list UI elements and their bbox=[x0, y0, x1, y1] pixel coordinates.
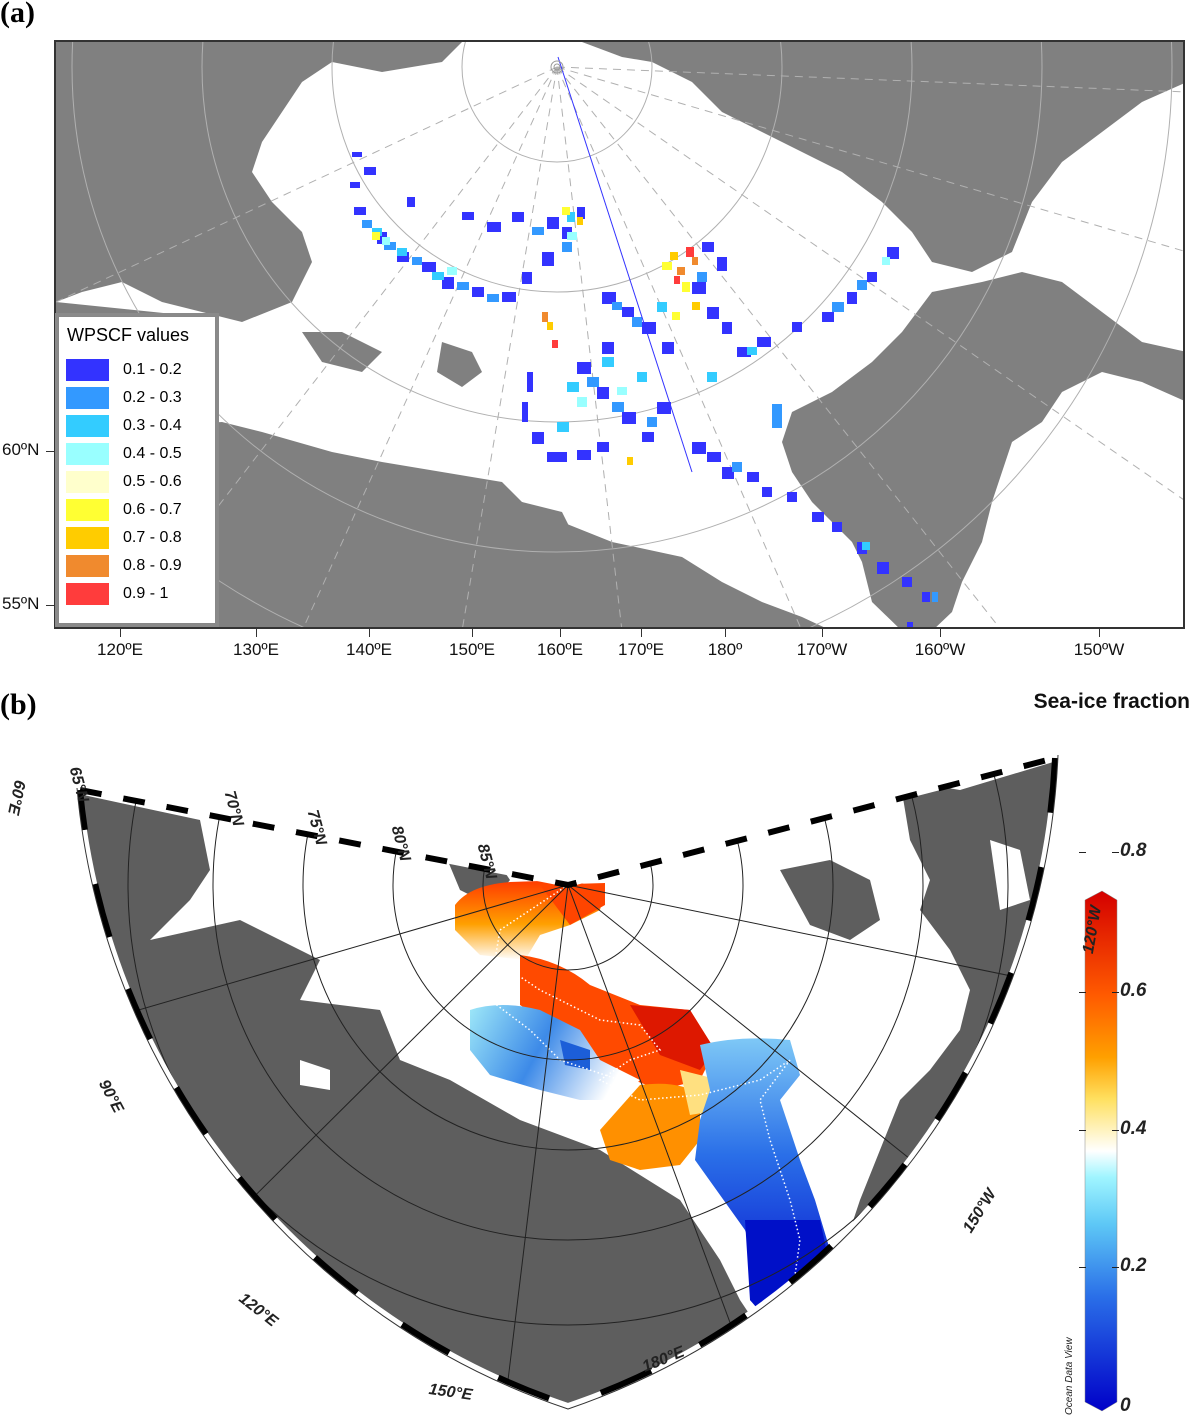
panel-a: (a) bbox=[0, 0, 1200, 690]
y-tick-60n: 60ºN bbox=[2, 440, 40, 459]
x-tick-mark bbox=[822, 629, 823, 637]
map-frame-border bbox=[76, 754, 1059, 1410]
legend-swatch bbox=[66, 387, 109, 409]
legend-item-label: 0.7 - 0.8 bbox=[123, 529, 182, 546]
legend-item-label: 0.4 - 0.5 bbox=[123, 445, 182, 462]
wpscf-legend: WPSCF values 0.1 - 0.2 0.2 - 0.3 0.3 - 0… bbox=[58, 316, 216, 624]
sea-ice-field bbox=[455, 880, 835, 1335]
land-masses bbox=[56, 42, 1183, 627]
x-tick-label: 160ºW bbox=[914, 640, 966, 659]
x-tick-label: 150ºE bbox=[449, 640, 495, 659]
pole-marker bbox=[550, 60, 564, 74]
legend-swatch bbox=[66, 443, 109, 465]
legend-item: 0.7 - 0.8 bbox=[66, 526, 182, 550]
x-tick-label: 150ºW bbox=[1073, 640, 1125, 659]
colorbar-tick bbox=[1079, 852, 1119, 853]
x-tick-mark bbox=[1099, 629, 1100, 637]
x-tick-mark bbox=[369, 629, 370, 637]
x-tick-mark bbox=[256, 629, 257, 637]
ocean-data-view-watermark: Ocean Data View bbox=[1064, 1337, 1075, 1415]
colorbar-tick-label: 0.8 bbox=[1120, 840, 1147, 861]
y-tick-55n: 55ºN bbox=[2, 594, 40, 613]
legend-title: WPSCF values bbox=[67, 325, 190, 345]
colorbar-tick-label: 0 bbox=[1120, 1395, 1131, 1416]
panel-a-label: (a) bbox=[0, 0, 35, 29]
legend-item: 0.5 - 0.6 bbox=[66, 470, 182, 494]
wpscf-cells bbox=[350, 56, 938, 627]
legend-swatch bbox=[66, 471, 109, 493]
x-tick-label: 170ºW bbox=[796, 640, 848, 659]
legend-item: 0.1 - 0.2 bbox=[66, 358, 182, 382]
legend-item: 0.8 - 0.9 bbox=[66, 554, 182, 578]
graticule bbox=[56, 42, 1173, 627]
x-tick-mark bbox=[725, 629, 726, 637]
legend-item: 0.3 - 0.4 bbox=[66, 414, 182, 438]
legend-item-label: 0.1 - 0.2 bbox=[123, 361, 182, 378]
colorbar-tick-label: 0.6 bbox=[1120, 980, 1147, 1001]
x-tick-label: 160ºE bbox=[537, 640, 583, 659]
x-tick-label: 170ºE bbox=[618, 640, 664, 659]
legend-swatch bbox=[66, 499, 109, 521]
x-tick-mark bbox=[641, 629, 642, 637]
x-tick-mark bbox=[940, 629, 941, 637]
wpscf-map bbox=[54, 40, 1185, 629]
legend-item-label: 0.9 - 1 bbox=[123, 585, 169, 602]
panel-b-label: (b) bbox=[0, 688, 37, 721]
legend-item: 0.9 - 1 bbox=[66, 582, 168, 606]
graticule bbox=[80, 758, 1055, 1405]
legend-item-label: 0.3 - 0.4 bbox=[123, 417, 182, 434]
legend-swatch bbox=[66, 527, 109, 549]
x-tick-label: 180º bbox=[707, 640, 743, 659]
legend-swatch bbox=[66, 359, 109, 381]
legend-item: 0.2 - 0.3 bbox=[66, 386, 182, 410]
x-tick-label: 140ºE bbox=[346, 640, 392, 659]
legend-item-label: 0.6 - 0.7 bbox=[123, 501, 182, 518]
legend-item: 0.6 - 0.7 bbox=[66, 498, 182, 522]
sea-ice-map bbox=[76, 754, 1118, 1412]
x-tick-label: 130ºE bbox=[233, 640, 279, 659]
panel-b: (b) Sea-ice fraction bbox=[0, 688, 1200, 1419]
legend-swatch bbox=[66, 583, 109, 605]
wpscf-map-canvas bbox=[56, 42, 1183, 627]
legend-swatch bbox=[66, 555, 109, 577]
x-tick-mark bbox=[560, 629, 561, 637]
legend-item-label: 0.2 - 0.3 bbox=[123, 389, 182, 406]
colorbar-tick-label: 0.4 bbox=[1120, 1118, 1147, 1139]
colorbar-title: Sea-ice fraction bbox=[1033, 690, 1190, 713]
x-tick-label: 120ºE bbox=[97, 640, 143, 659]
sea-ice-map-body bbox=[80, 758, 1055, 1405]
legend-item-label: 0.5 - 0.6 bbox=[123, 473, 182, 490]
colorbar bbox=[1084, 890, 1118, 1412]
colorbar-tick bbox=[1079, 1267, 1119, 1268]
legend-swatch bbox=[66, 415, 109, 437]
colorbar-tick bbox=[1079, 1130, 1119, 1131]
legend-item-label: 0.8 - 0.9 bbox=[123, 557, 182, 574]
cruise-track bbox=[489, 884, 801, 1311]
legend-item: 0.4 - 0.5 bbox=[66, 442, 182, 466]
colorbar-tick bbox=[1079, 992, 1119, 993]
y-tick-mark bbox=[46, 451, 54, 452]
colorbar-tick-label: 0.2 bbox=[1120, 1255, 1147, 1276]
y-tick-mark bbox=[46, 605, 54, 606]
x-tick-mark bbox=[120, 629, 121, 637]
x-tick-mark bbox=[472, 629, 473, 637]
